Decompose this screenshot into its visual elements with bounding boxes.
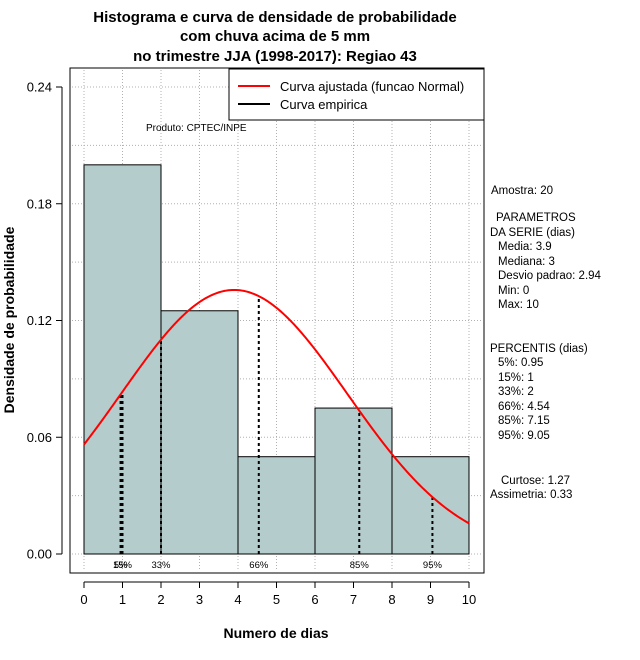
normal-fit-curve: [83, 288, 470, 525]
legend-label-fitted: Curva ajustada (funcao Normal): [280, 79, 464, 94]
legend-box: [228, 68, 485, 121]
x-tick-label: 2: [157, 592, 164, 607]
y-axis-title: Densidade de probabilidade: [1, 226, 17, 413]
chart-title-line-2: com chuva acima de 5 mm: [180, 28, 370, 45]
statistics-panel: Amostra: 20 PARAMETROS DA SERIE (dias) M…: [490, 185, 602, 501]
x-tick-label: 10: [462, 592, 476, 607]
percentiles-header: PERCENTIS (dias): [490, 343, 588, 355]
parameters-header: PARAMETROS: [496, 212, 576, 224]
stat-min: Min: 0: [498, 285, 529, 297]
percentile-label: 85%: [350, 560, 370, 571]
x-tick-label: 6: [311, 592, 318, 607]
x-tick-label: 7: [350, 592, 357, 607]
legend-label-empirical: Curva empirica: [280, 97, 368, 112]
x-tick-label: 0: [80, 592, 87, 607]
y-tick-label: 0.24: [27, 80, 52, 95]
axes: 0 1 2 3 4 5 6 7 8 9 10 0.00 0.06 0.12 0.18 0.24: [27, 80, 477, 608]
stat-median: Mediana: 3: [498, 256, 555, 268]
x-tick-label: 5: [273, 592, 280, 607]
x-axis-title: Numero de dias: [223, 625, 328, 641]
percentile-markers: 5%15% 33% 66% 85% 95%: [113, 296, 442, 571]
histogram-bar: [314, 407, 393, 555]
histogram-bar: [237, 456, 316, 555]
product-annotation: Produto: CPTEC/INPE: [146, 123, 247, 134]
x-tick-label: 4: [234, 592, 241, 607]
stat-mean: Media: 3.9: [498, 241, 552, 253]
percentile-5: 5%: 0.95: [498, 357, 543, 369]
percentile-95: 95%: 9.05: [498, 430, 550, 442]
legend: Curva ajustada (funcao Normal) Curva emp…: [228, 68, 485, 121]
x-tick-label: 9: [427, 592, 434, 607]
stat-kurtosis: Curtose: 1.27: [501, 475, 570, 487]
x-tick-label: 3: [196, 592, 203, 607]
percentile-66: 66%: 4.54: [498, 401, 550, 413]
percentile-label: 66%: [249, 560, 269, 571]
plot-frame: [69, 67, 485, 574]
y-tick-label: 0.18: [27, 196, 52, 211]
percentile-label: 15%: [113, 560, 133, 571]
stat-max: Max: 10: [498, 299, 539, 311]
stat-std-dev: Desvio padrao: 2.94: [498, 270, 602, 282]
chart-title-line-3: no trimestre JJA (1998-2017): Regiao 43: [133, 48, 417, 65]
x-tick-label: 8: [388, 592, 395, 607]
percentile-85: 85%: 7.15: [498, 415, 550, 427]
chart-title-line-1: Histograma e curva de densidade de proba…: [93, 9, 456, 26]
percentile-label: 33%: [151, 560, 171, 571]
percentile-15: 15%: 1: [498, 372, 534, 384]
percentile-label: 95%: [423, 560, 443, 571]
y-tick-label: 0.12: [27, 313, 52, 328]
x-tick-label: 1: [119, 592, 126, 607]
histogram-bar: [391, 456, 470, 555]
parameters-subheader: DA SERIE (dias): [490, 227, 575, 239]
histogram-bar: [160, 310, 239, 555]
percentile-label: 5%: [114, 560, 128, 571]
sample-size: Amostra: 20: [491, 185, 553, 197]
y-tick-label: 0.00: [27, 547, 52, 562]
stat-skewness: Assimetria: 0.33: [490, 489, 572, 501]
histogram-bars: [83, 164, 470, 555]
y-tick-label: 0.06: [27, 430, 52, 445]
histogram-bar: [83, 164, 162, 555]
percentile-33: 33%: 2: [498, 386, 534, 398]
normal-curve-layer: [83, 288, 470, 525]
